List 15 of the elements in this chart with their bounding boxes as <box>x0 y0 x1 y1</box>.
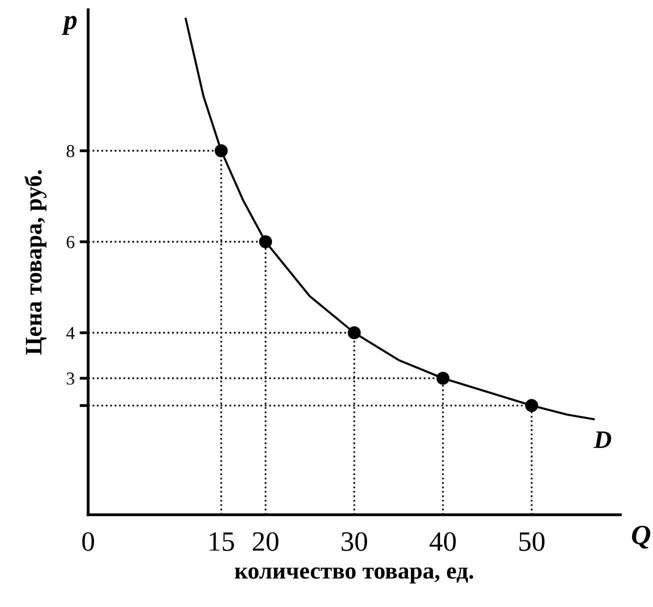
x-tick-label: 15 <box>210 532 234 551</box>
text: p <box>62 16 77 35</box>
x-tick-label: 50 <box>519 532 544 551</box>
x-tick-label: 30 <box>342 532 368 551</box>
x-tick-label: 40 <box>430 532 456 551</box>
x-axis-title: количество товара, ед. <box>234 567 474 584</box>
series-label: D <box>594 432 612 448</box>
x-tick-label: 0 <box>82 532 94 551</box>
y-tick-label: 3 <box>66 372 74 385</box>
text: Q <box>632 526 650 549</box>
y-axis-title: Цена товара, руб. <box>24 170 46 355</box>
y-tick-label: 4 <box>66 327 75 340</box>
x-tick-label: 20 <box>252 532 278 551</box>
y-tick-label: 6 <box>66 236 74 248</box>
y-tick-label: 8 <box>66 145 74 158</box>
